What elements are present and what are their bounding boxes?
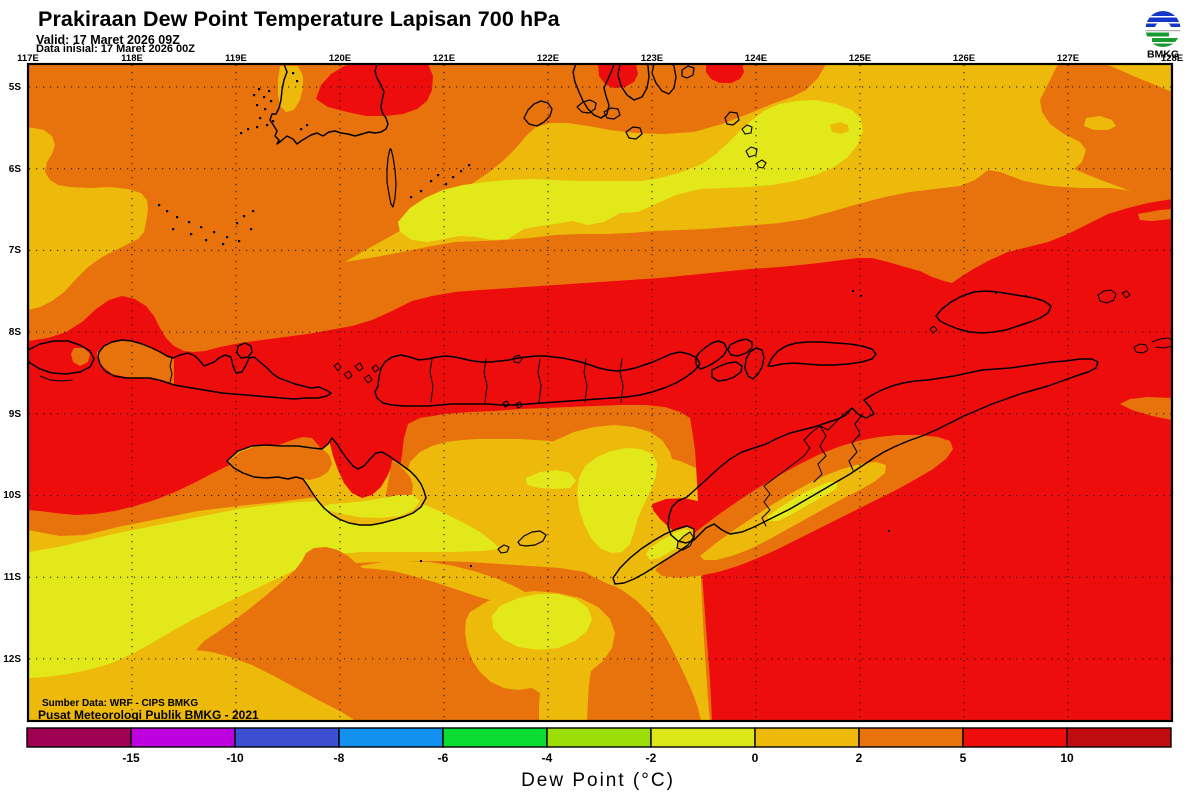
svg-text:Pusat Meteorologi Publik BMKG: Pusat Meteorologi Publik BMKG - 2021 [38,708,259,722]
svg-text:-8: -8 [334,751,345,765]
svg-text:-15: -15 [122,751,140,765]
svg-text:-10: -10 [226,751,244,765]
svg-text:-6: -6 [438,751,449,765]
svg-text:BMKG: BMKG [1147,49,1179,61]
svg-text:5: 5 [960,751,967,765]
svg-text:Sumber Data: WRF - CIPS BMKG: Sumber Data: WRF - CIPS BMKG [42,698,198,709]
svg-text:-2: -2 [646,751,657,765]
svg-text:10: 10 [1060,751,1074,765]
svg-text:-4: -4 [542,751,553,765]
svg-text:2: 2 [856,751,863,765]
svg-text:0: 0 [752,751,759,765]
svg-text:Dew Point (°C): Dew Point (°C) [521,770,675,791]
